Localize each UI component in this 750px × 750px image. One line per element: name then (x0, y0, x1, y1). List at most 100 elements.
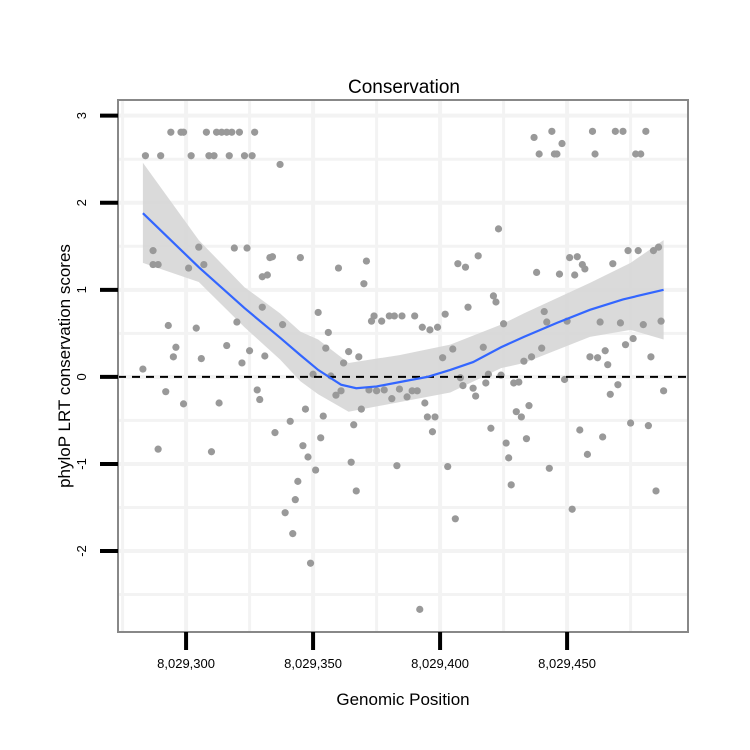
data-point (154, 445, 162, 453)
data-point (185, 264, 193, 272)
data-point (403, 393, 411, 401)
data-point (334, 264, 343, 272)
data-point (581, 265, 589, 273)
data-point (398, 312, 406, 320)
data-point (372, 387, 381, 395)
data-point (543, 318, 551, 326)
data-point (660, 387, 668, 395)
data-point (393, 462, 401, 470)
y-tick-label: 0 (74, 373, 89, 380)
data-point (520, 357, 528, 365)
data-point (299, 442, 307, 450)
data-point (634, 247, 642, 255)
data-point (555, 270, 564, 278)
data-point (522, 435, 531, 443)
data-point (459, 381, 467, 390)
data-point (271, 429, 279, 437)
data-point (395, 385, 404, 393)
data-point (169, 353, 177, 361)
data-point (530, 133, 538, 142)
data-point (652, 487, 660, 495)
data-point (301, 405, 310, 413)
data-point (588, 127, 597, 135)
data-point (350, 421, 358, 429)
data-point (583, 450, 592, 458)
data-point (573, 253, 581, 261)
data-point (527, 353, 536, 361)
data-point (149, 247, 157, 255)
data-point (149, 260, 157, 269)
data-point (380, 386, 388, 394)
data-point (408, 387, 416, 395)
data-point (212, 128, 221, 136)
data-point (228, 128, 236, 136)
data-point (304, 453, 312, 461)
data-point (385, 312, 393, 320)
data-point (362, 257, 371, 265)
data-point (367, 317, 376, 325)
data-point (210, 152, 218, 160)
data-point (632, 150, 640, 158)
data-point (540, 307, 548, 316)
data-point (616, 319, 625, 327)
data-point (179, 128, 188, 136)
data-point (418, 323, 426, 331)
data-point (332, 391, 340, 399)
data-point (179, 400, 188, 408)
data-point (609, 260, 617, 268)
data-point (558, 139, 566, 148)
data-point (533, 268, 541, 276)
data-point (451, 515, 459, 523)
data-point (253, 386, 261, 394)
x-tick-label: 8,029,400 (411, 656, 469, 671)
x-tick-label: 8,029,300 (157, 656, 215, 671)
data-point (464, 303, 472, 311)
data-point (505, 454, 513, 462)
data-point (215, 399, 223, 407)
y-tick-label: 1 (74, 286, 89, 293)
data-point (223, 341, 231, 350)
x-axis-label: Genomic Position (336, 690, 469, 709)
data-point (218, 128, 226, 136)
data-point (431, 413, 439, 421)
smooth-curve (142, 212, 664, 390)
data-point (444, 462, 452, 471)
data-point (238, 359, 246, 367)
data-point (479, 343, 487, 351)
data-point (202, 128, 210, 136)
data-point (489, 292, 498, 300)
data-point (314, 308, 322, 317)
data-point (487, 424, 495, 432)
y-tick-label: 2 (74, 199, 89, 206)
data-point (256, 395, 264, 404)
data-point (492, 298, 500, 306)
data-point (626, 419, 635, 427)
data-point (345, 348, 353, 356)
data-point (294, 477, 302, 485)
data-point (195, 243, 203, 251)
data-point (233, 318, 241, 326)
data-point (347, 458, 355, 466)
data-point (553, 150, 561, 158)
data-point (324, 328, 332, 337)
data-point (248, 152, 256, 160)
y-tick-label: -1 (74, 458, 89, 470)
data-point (286, 417, 294, 425)
points (139, 127, 668, 613)
smooth-line (142, 212, 664, 390)
data-point (243, 244, 251, 252)
y-axis: -2 -1 0 1 2 3 (74, 112, 118, 557)
data-point (517, 413, 525, 421)
data-point (200, 260, 208, 269)
data-point (538, 344, 546, 352)
confidence-band-area (142, 162, 664, 412)
data-point (644, 422, 652, 430)
data-point (599, 433, 607, 441)
data-point (621, 341, 630, 349)
data-point (571, 271, 579, 279)
data-point (278, 321, 287, 329)
data-point (205, 152, 213, 160)
data-point (276, 160, 284, 169)
data-point (230, 244, 238, 252)
